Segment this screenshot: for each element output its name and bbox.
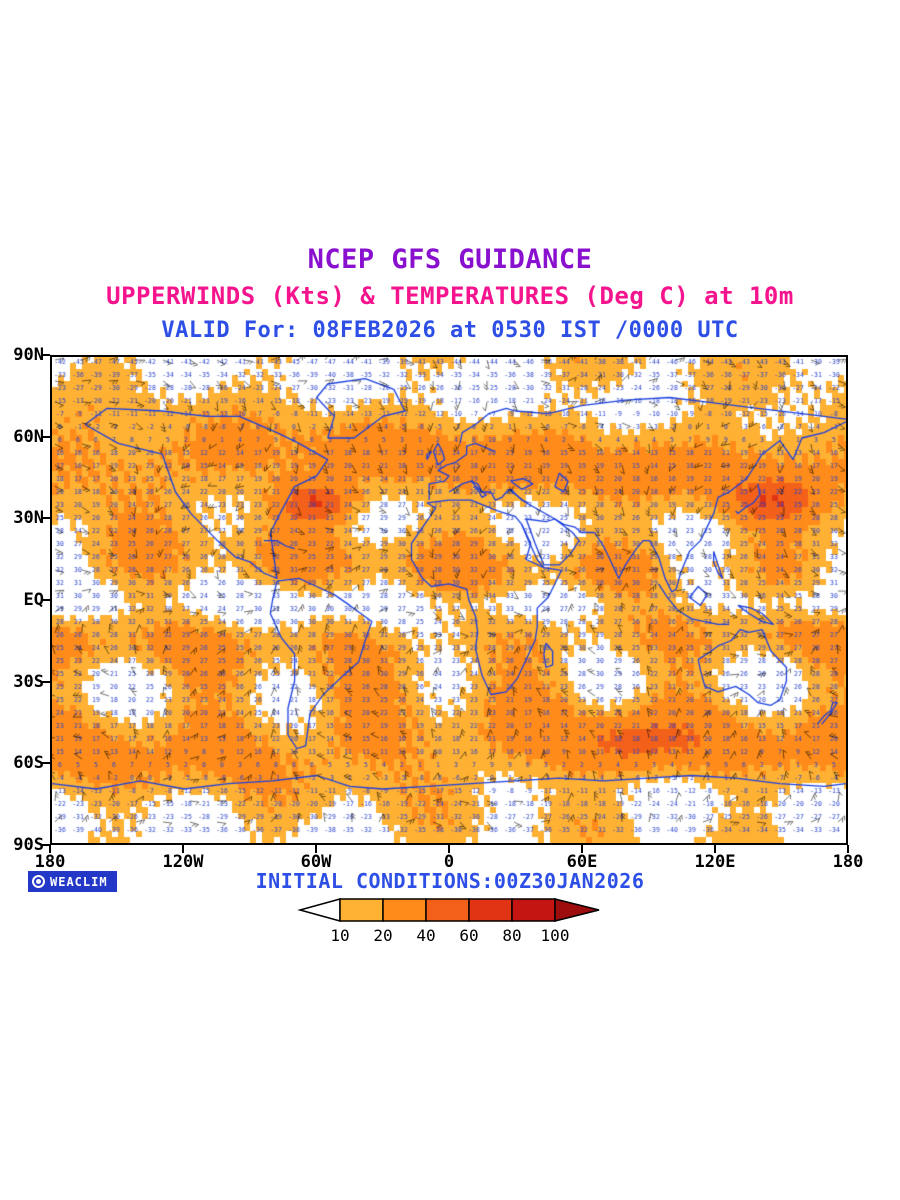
lat-label-30n: 30N [13, 508, 44, 528]
lon-tick [581, 845, 583, 853]
weaclim-logo-icon [32, 875, 45, 888]
colorbar-label: 10 [330, 926, 349, 944]
lon-label-180e: 180 [832, 852, 864, 872]
lat-tick [42, 844, 50, 846]
lat-label-eq: EQ [23, 590, 44, 610]
lat-tick [42, 680, 50, 683]
weaclim-logo-text: WEACLIM [50, 874, 108, 889]
lon-tick [49, 845, 51, 853]
wind-speed-colorbar: 10 20 40 60 80 100 [297, 898, 600, 944]
lon-tick [448, 845, 450, 853]
lon-label-60w: 60W [300, 852, 332, 872]
colorbar-left-arrow [297, 898, 341, 922]
colorbar-segment [468, 898, 513, 922]
colorbar-segment [425, 898, 470, 922]
lon-tick [714, 845, 716, 853]
lat-label-90s: 90S [13, 835, 44, 855]
initial-conditions-line: INITIAL CONDITIONS:00Z30JAN2026 [255, 869, 645, 893]
valid-time-line: VALID For: 08FEB2026 at 0530 IST /0000 U… [161, 318, 739, 343]
lat-tick [42, 517, 50, 520]
colorbar-segment [382, 898, 427, 922]
map-frame [50, 355, 848, 845]
lon-label-0: 0 [443, 852, 455, 872]
lat-label-60n: 60N [13, 427, 44, 447]
lon-label-60e: 60E [566, 852, 598, 872]
world-map-canvas [52, 357, 846, 843]
colorbar-label: 80 [502, 926, 521, 944]
lon-tick [847, 845, 849, 853]
lon-label-120e: 120E [694, 852, 736, 872]
lon-label-120w: 120W [162, 852, 204, 872]
lat-tick [42, 599, 50, 601]
lat-label-60s: 60S [13, 753, 44, 773]
colorbar-segment [511, 898, 556, 922]
colorbar-segment [339, 898, 384, 922]
weaclim-logo: WEACLIM [28, 871, 117, 892]
colorbar-label: 40 [416, 926, 435, 944]
lon-tick [315, 845, 317, 853]
lon-label-180w: 180 [34, 852, 66, 872]
lat-tick [42, 435, 50, 438]
lat-tick [42, 762, 50, 765]
colorbar-right-arrow [554, 898, 600, 922]
lon-tick [182, 845, 184, 853]
colorbar-label: 20 [373, 926, 392, 944]
chart-subtitle: UPPERWINDS (Kts) & TEMPERATURES (Deg C) … [106, 282, 794, 310]
lat-label-30s: 30S [13, 672, 44, 692]
lat-label-90n: 90N [13, 345, 44, 365]
colorbar-label: 100 [541, 926, 570, 944]
colorbar-label: 60 [459, 926, 478, 944]
chart-title: NCEP GFS GUIDANCE [307, 244, 593, 275]
lat-tick [42, 354, 50, 356]
